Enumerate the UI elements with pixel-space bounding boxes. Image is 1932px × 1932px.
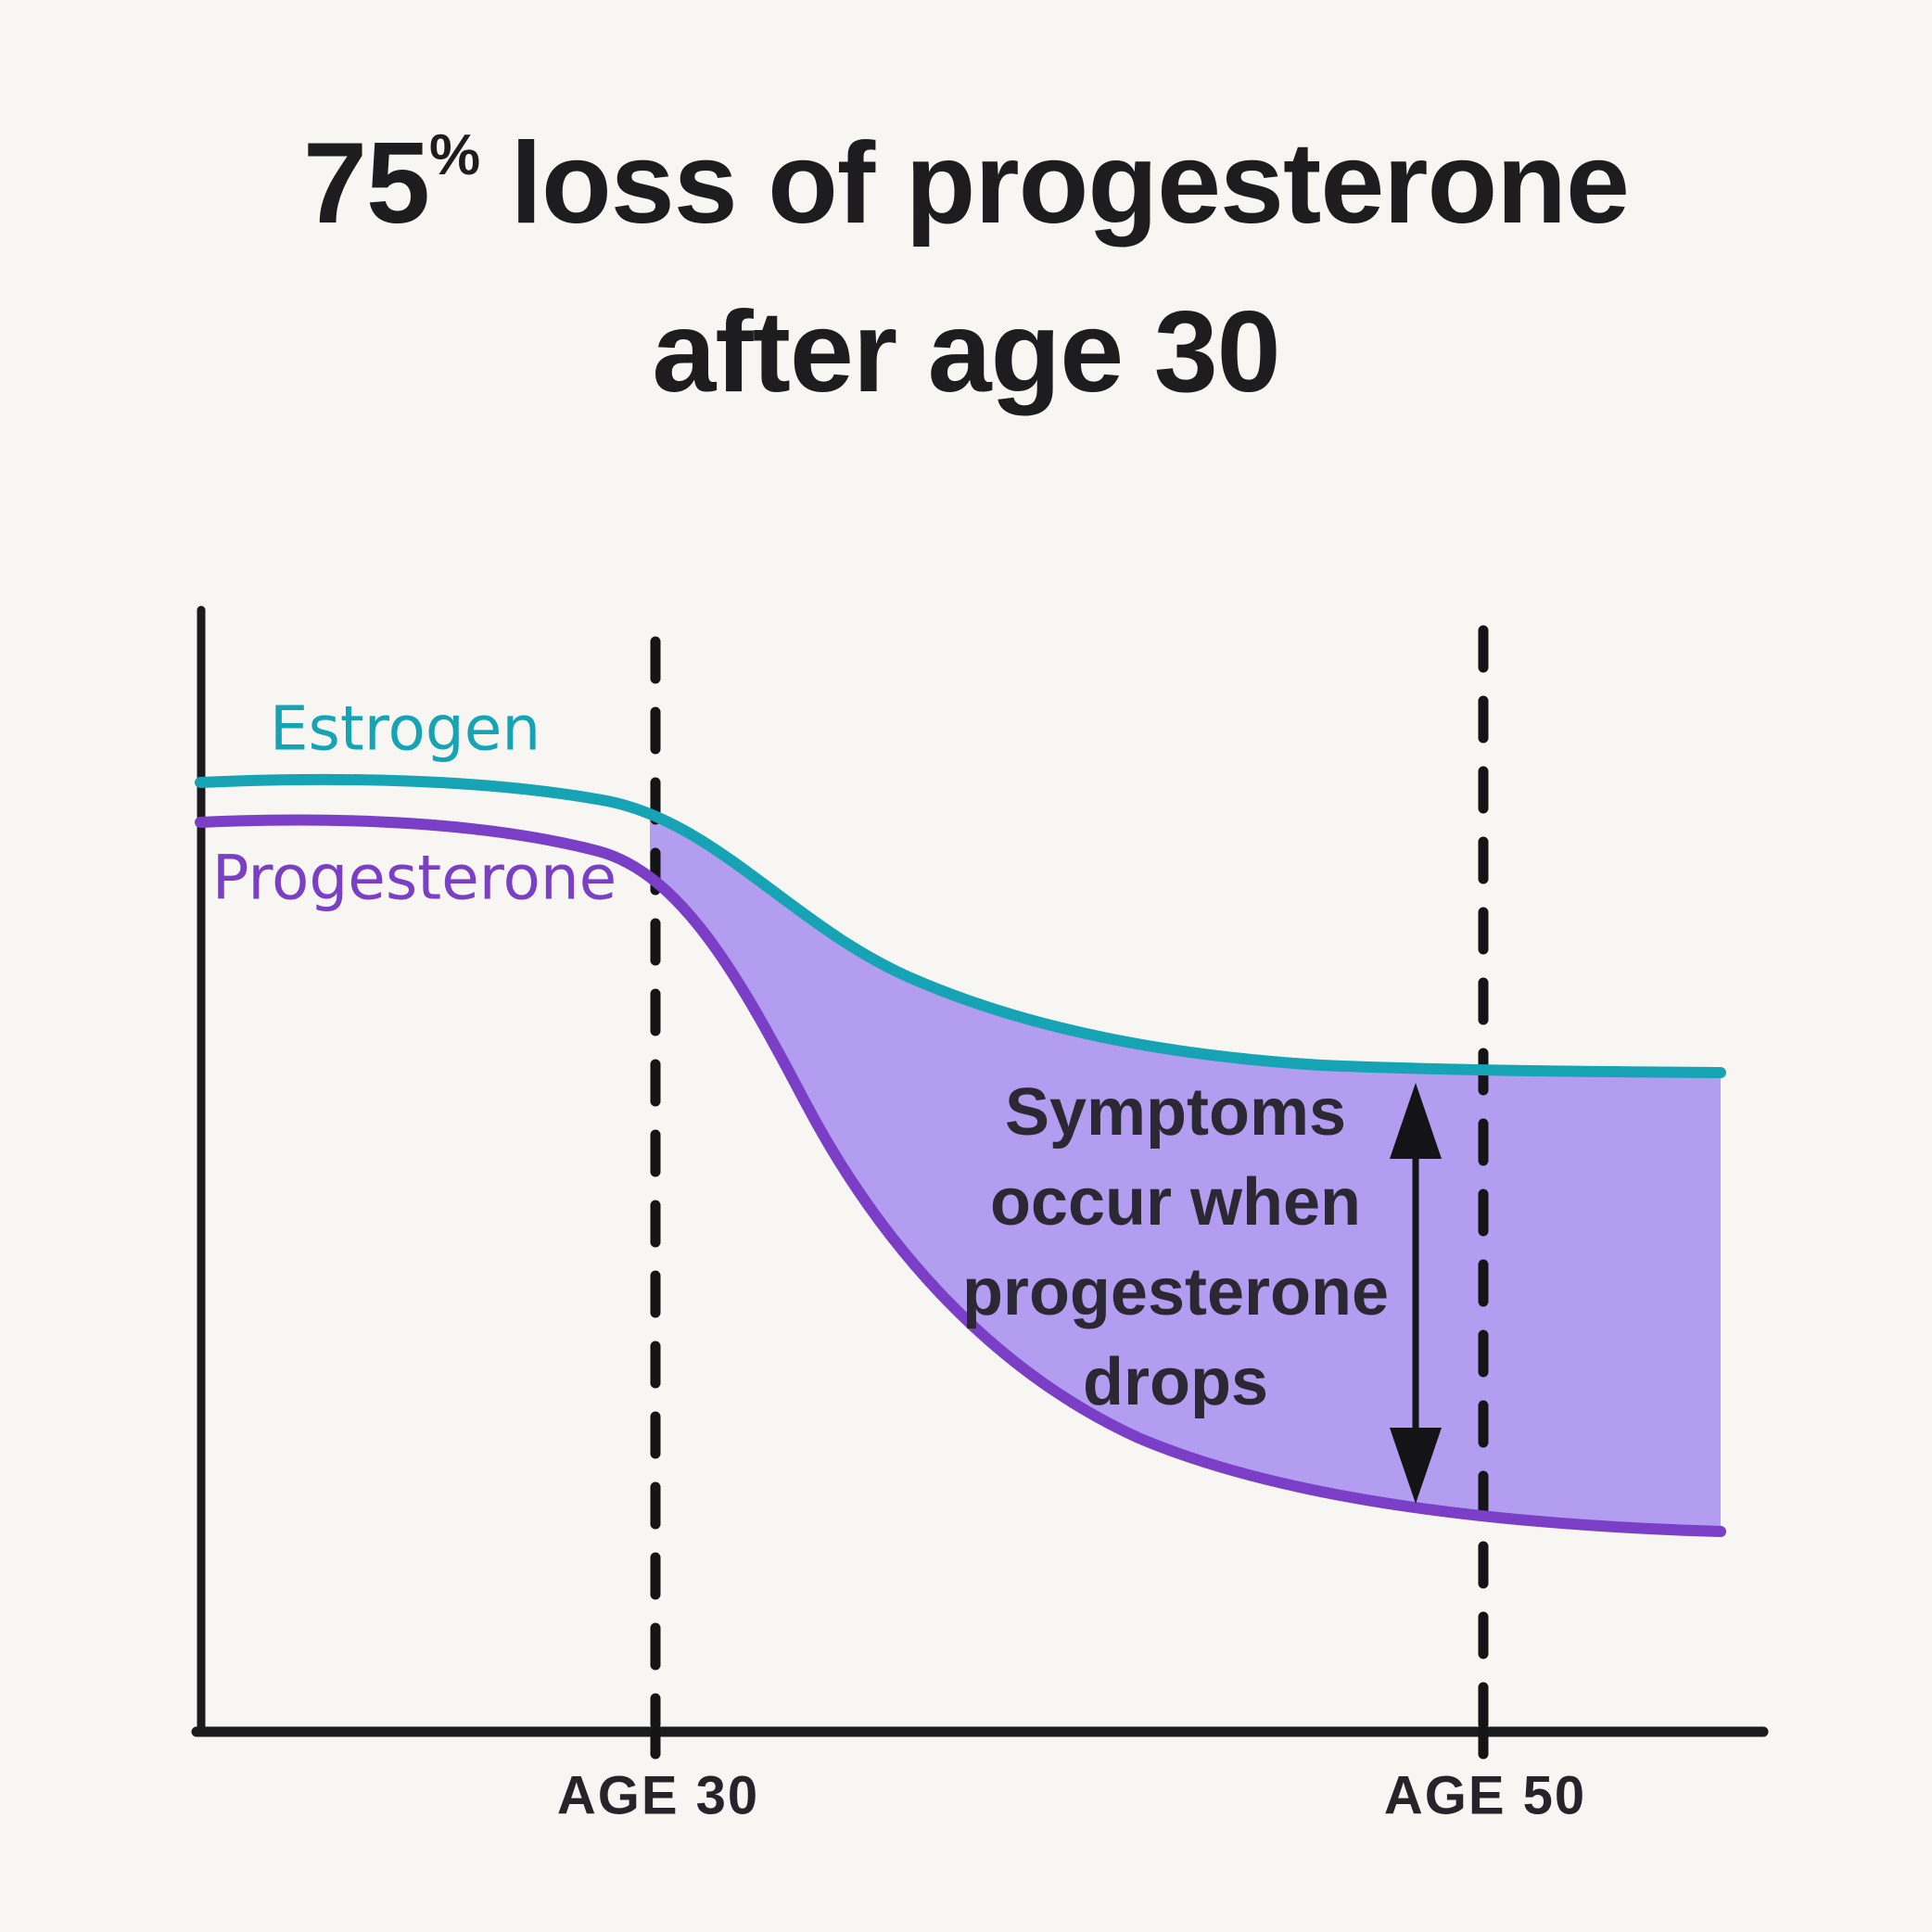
- symptoms-annotation: Symptoms occur when progesterone drops: [962, 1068, 1389, 1428]
- title-line-2: after age 30: [652, 288, 1280, 416]
- title-line-1: 75% loss of progesterone: [39, 109, 1893, 278]
- gap-shaded-area: [650, 814, 1721, 1532]
- gap-arrow-up-head: [1390, 1083, 1442, 1159]
- title-line1-text: loss of progesterone: [479, 120, 1630, 248]
- annotation-line-4: drops: [1082, 1345, 1268, 1419]
- age30-axis-label: AGE 30: [556, 1765, 760, 1826]
- gap-arrow-down-head: [1390, 1428, 1442, 1504]
- progesterone-curve: [195, 814, 1726, 1537]
- title-percent-number: 75: [303, 120, 430, 248]
- annotation-line-2: occur when: [989, 1165, 1362, 1239]
- annotation-line-3: progesterone: [961, 1255, 1390, 1329]
- estrogen-curve-label: Estrogen: [269, 693, 541, 765]
- progesterone-curve-label: Progesterone: [211, 842, 617, 914]
- estrogen-curve: [195, 773, 1726, 1078]
- annotation-line-1: Symptoms: [1004, 1075, 1347, 1150]
- gap-arrow: [1390, 1083, 1442, 1504]
- page-title: 75% loss of progesterone after age 30: [39, 109, 1893, 426]
- title-percent-sign: %: [428, 123, 480, 187]
- age50-axis-label: AGE 50: [1383, 1765, 1587, 1826]
